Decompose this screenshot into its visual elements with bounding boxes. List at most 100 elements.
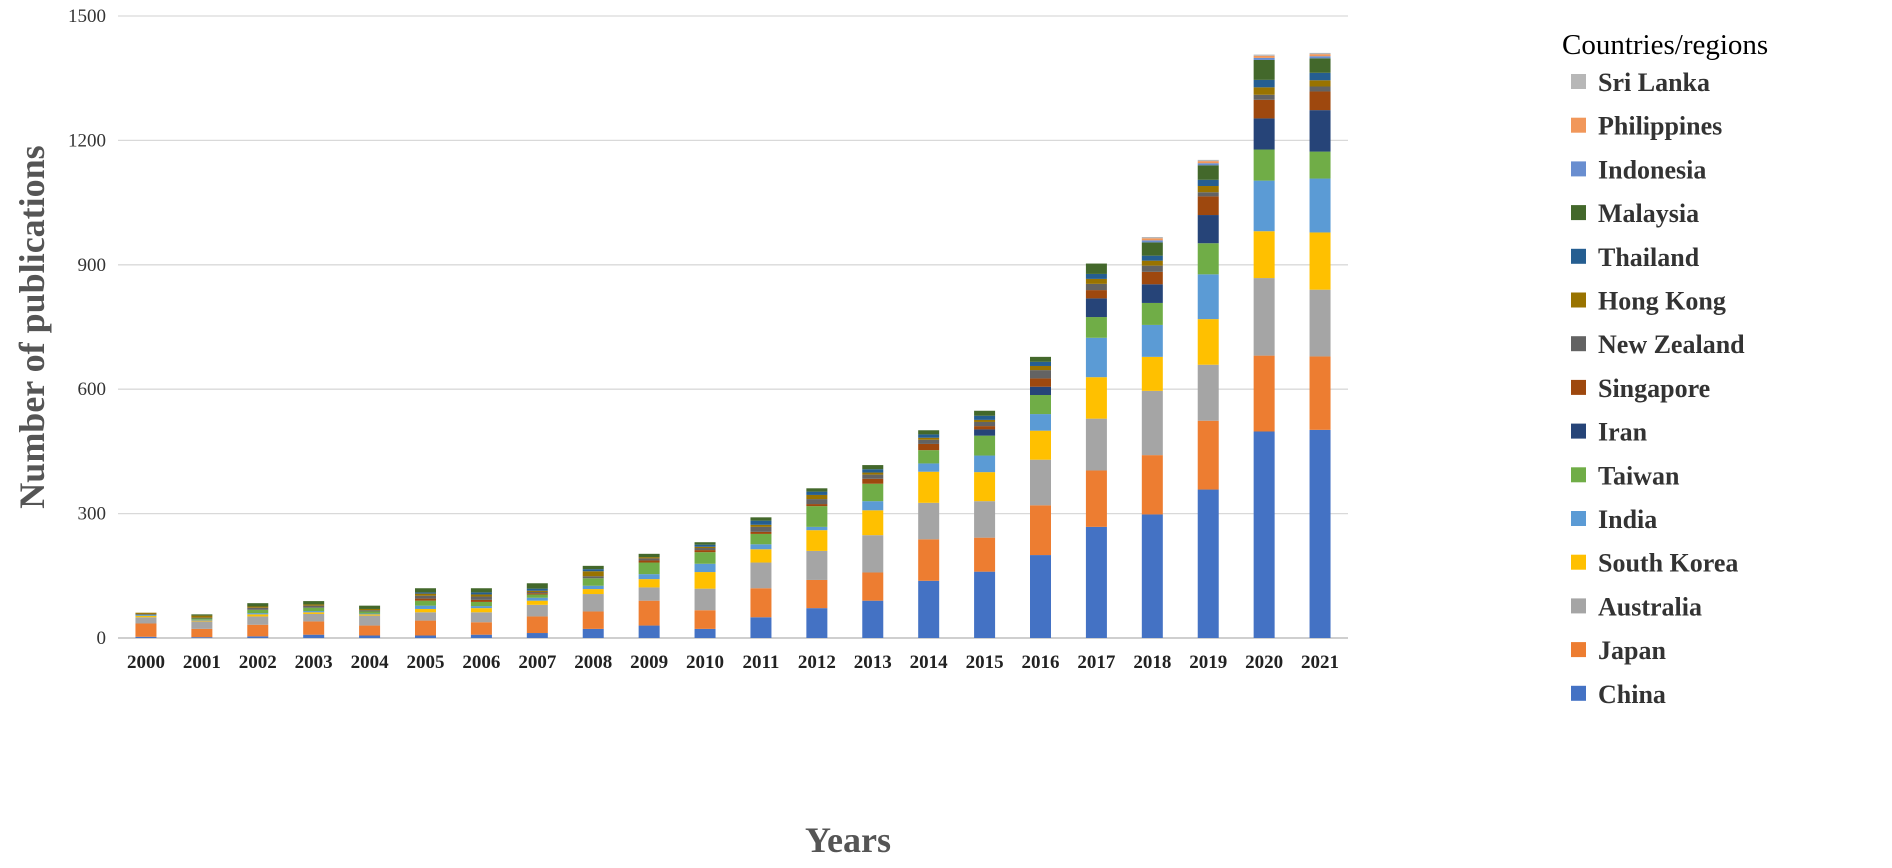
bar-segment-thailand-2017 — [1086, 274, 1107, 279]
bar-segment-singapore-2007 — [527, 593, 548, 594]
legend-label: Iran — [1598, 418, 1648, 447]
bar-segment-taiwan-2001 — [191, 619, 212, 620]
bar-segment-thailand-2014 — [918, 434, 939, 437]
bar-segment-china-2001 — [191, 637, 212, 638]
bar-segment-taiwan-2006 — [471, 602, 492, 606]
legend-swatch — [1571, 205, 1586, 220]
bar-segment-hong-kong-2013 — [862, 473, 883, 475]
bar-stack-2003 — [303, 601, 324, 638]
legend-swatch — [1571, 642, 1586, 657]
bar-segment-india-2012 — [806, 527, 827, 530]
bar-segment-south-korea-2012 — [806, 530, 827, 551]
bar-segment-indonesia-2018 — [1142, 240, 1163, 242]
bar-segment-south-korea-2000 — [135, 616, 156, 617]
legend-item-hong-kong: Hong Kong — [1571, 287, 1726, 316]
bar-segment-japan-2016 — [1030, 505, 1051, 555]
bar-segment-china-2014 — [918, 581, 939, 638]
x-tick-label: 2003 — [295, 652, 333, 673]
legend-item-new-zealand: New Zealand — [1571, 330, 1745, 359]
bar-segment-taiwan-2016 — [1030, 395, 1051, 414]
bar-segment-singapore-2010 — [695, 550, 716, 552]
bar-segment-australia-2019 — [1198, 365, 1219, 421]
x-tick-label: 2010 — [686, 652, 724, 673]
legend-item-singapore: Singapore — [1571, 374, 1710, 403]
bar-segment-hong-kong-2018 — [1142, 261, 1163, 266]
bar-segment-taiwan-2008 — [583, 578, 604, 585]
bar-segment-new-zealand-2020 — [1254, 95, 1275, 100]
bar-segment-south-korea-2015 — [974, 472, 995, 501]
bar-segment-south-korea-2002 — [247, 614, 268, 616]
bar-segment-iran-2019 — [1198, 215, 1219, 243]
bar-segment-china-2003 — [303, 635, 324, 638]
bar-segment-taiwan-2011 — [750, 534, 771, 544]
bar-segment-india-2016 — [1030, 414, 1051, 431]
bar-segment-india-2005 — [415, 606, 436, 609]
legend-label: South Korea — [1598, 549, 1738, 578]
bar-segment-hong-kong-2004 — [359, 609, 380, 610]
bar-segment-china-2008 — [583, 629, 604, 638]
bar-segment-indonesia-2019 — [1198, 163, 1219, 165]
bar-stack-2001 — [191, 614, 212, 638]
bar-segment-singapore-2017 — [1086, 290, 1107, 298]
x-tick-label: 2007 — [518, 652, 557, 673]
bar-segment-taiwan-2003 — [303, 608, 324, 611]
bar-segment-south-korea-2010 — [695, 572, 716, 589]
bar-stack-2020 — [1254, 55, 1275, 638]
bar-segment-south-korea-2006 — [471, 608, 492, 612]
bar-segment-new-zealand-2000 — [135, 614, 156, 615]
bar-segment-thailand-2012 — [806, 492, 827, 495]
bar-segment-malaysia-2014 — [918, 430, 939, 434]
x-tick-label: 2009 — [630, 652, 668, 673]
legend-swatch — [1571, 467, 1586, 482]
bar-segment-south-korea-2021 — [1310, 232, 1331, 289]
bar-segment-singapore-2015 — [974, 426, 995, 429]
bar-segment-japan-2001 — [191, 629, 212, 637]
bar-segment-china-2004 — [359, 636, 380, 638]
bar-segment-south-korea-2019 — [1198, 319, 1219, 365]
bar-segment-malaysia-2008 — [583, 566, 604, 569]
bar-segment-thailand-2010 — [695, 545, 716, 547]
x-tick-label: 2017 — [1077, 652, 1116, 673]
legend-item-china: China — [1571, 680, 1666, 709]
legend-item-australia: Australia — [1571, 592, 1702, 621]
bar-segment-hong-kong-2010 — [695, 547, 716, 548]
bar-segment-thailand-2011 — [750, 521, 771, 525]
y-tick-label: 600 — [78, 379, 107, 400]
bar-segment-new-zealand-2011 — [750, 527, 771, 532]
bar-segment-china-2017 — [1086, 527, 1107, 638]
bar-segment-taiwan-2005 — [415, 601, 436, 606]
legend-label: Philippines — [1598, 112, 1722, 141]
y-tick-label: 0 — [97, 628, 107, 649]
bar-stack-2002 — [247, 603, 268, 638]
bar-segment-malaysia-2006 — [471, 588, 492, 592]
bar-segment-south-korea-2016 — [1030, 431, 1051, 460]
bar-segment-new-zealand-2012 — [806, 499, 827, 504]
bar-segment-singapore-2011 — [750, 532, 771, 534]
bar-segment-india-2003 — [303, 611, 324, 612]
legend-label: Indonesia — [1598, 155, 1706, 184]
bar-segment-india-2017 — [1086, 338, 1107, 377]
bar-stack-2014 — [918, 430, 939, 638]
legend-swatch — [1571, 336, 1586, 351]
bar-segment-taiwan-2007 — [527, 594, 548, 597]
bar-segment-thailand-2008 — [583, 569, 604, 571]
bar-segment-south-korea-2001 — [191, 621, 212, 622]
bar-stack-2010 — [695, 542, 716, 638]
bar-segment-new-zealand-2013 — [862, 475, 883, 479]
bar-segment-sri-lanka-2018 — [1142, 237, 1163, 238]
bar-segment-india-2018 — [1142, 325, 1163, 357]
bar-segment-singapore-2018 — [1142, 272, 1163, 284]
bar-segment-taiwan-2018 — [1142, 303, 1163, 325]
bar-segment-china-2013 — [862, 601, 883, 638]
bar-segment-hong-kong-2011 — [750, 525, 771, 527]
bar-segment-india-2000 — [135, 615, 156, 616]
bar-stack-2007 — [527, 583, 548, 638]
bar-segment-new-zealand-2007 — [527, 592, 548, 593]
bar-segment-sri-lanka-2019 — [1198, 160, 1219, 161]
bar-segment-australia-2008 — [583, 594, 604, 611]
bar-segment-taiwan-2009 — [639, 563, 660, 575]
legend-swatch — [1571, 293, 1586, 308]
bar-segment-japan-2008 — [583, 611, 604, 628]
bar-stack-2008 — [583, 566, 604, 638]
